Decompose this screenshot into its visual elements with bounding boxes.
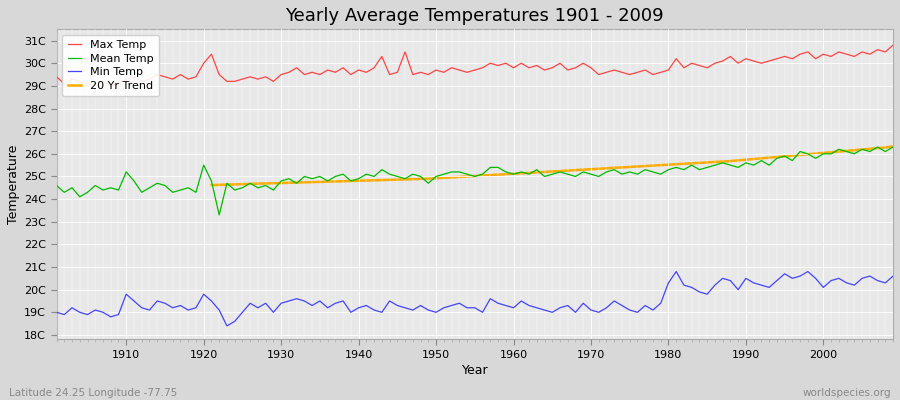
20 Yr Trend: [554, 169, 565, 174]
Line: 20 Yr Trend: 20 Yr Trend: [212, 146, 893, 185]
Line: Mean Temp: Mean Temp: [57, 147, 893, 215]
Line: Min Temp: Min Temp: [57, 272, 893, 326]
Mean Temp: [292, 181, 302, 186]
Mean Temp: [338, 172, 348, 176]
Max Temp: [508, 65, 519, 70]
Mean Temp: [516, 170, 526, 174]
Max Temp: [51, 74, 62, 79]
Min Temp: [508, 305, 519, 310]
Min Temp: [221, 324, 232, 328]
Max Temp: [608, 68, 619, 72]
Mean Temp: [214, 212, 225, 217]
Min Temp: [113, 312, 124, 317]
20 Yr Trend: [470, 174, 481, 178]
Min Temp: [608, 298, 619, 303]
Min Temp: [670, 269, 681, 274]
Mean Temp: [608, 167, 619, 172]
Line: Max Temp: Max Temp: [57, 45, 893, 86]
Max Temp: [516, 61, 526, 66]
Title: Yearly Average Temperatures 1901 - 2009: Yearly Average Temperatures 1901 - 2009: [285, 7, 664, 25]
Max Temp: [292, 65, 302, 70]
Max Temp: [887, 43, 898, 48]
Max Temp: [121, 77, 131, 82]
Mean Temp: [872, 145, 883, 150]
Y-axis label: Temperature: Temperature: [7, 145, 20, 224]
20 Yr Trend: [887, 144, 898, 149]
20 Yr Trend: [292, 180, 302, 185]
Min Temp: [51, 310, 62, 315]
20 Yr Trend: [275, 181, 286, 186]
X-axis label: Year: Year: [462, 364, 488, 377]
Text: Latitude 24.25 Longitude -77.75: Latitude 24.25 Longitude -77.75: [9, 388, 177, 398]
Min Temp: [338, 298, 348, 303]
20 Yr Trend: [810, 151, 821, 156]
Min Temp: [516, 298, 526, 303]
Mean Temp: [508, 172, 519, 176]
Mean Temp: [51, 183, 62, 188]
Mean Temp: [887, 145, 898, 150]
Min Temp: [887, 274, 898, 278]
Legend: Max Temp, Mean Temp, Min Temp, 20 Yr Trend: Max Temp, Mean Temp, Min Temp, 20 Yr Tre…: [62, 35, 159, 96]
20 Yr Trend: [346, 178, 356, 183]
Min Temp: [292, 296, 302, 301]
Max Temp: [82, 84, 93, 88]
Mean Temp: [113, 188, 124, 192]
Text: worldspecies.org: worldspecies.org: [803, 388, 891, 398]
Max Temp: [338, 65, 348, 70]
20 Yr Trend: [206, 183, 217, 188]
